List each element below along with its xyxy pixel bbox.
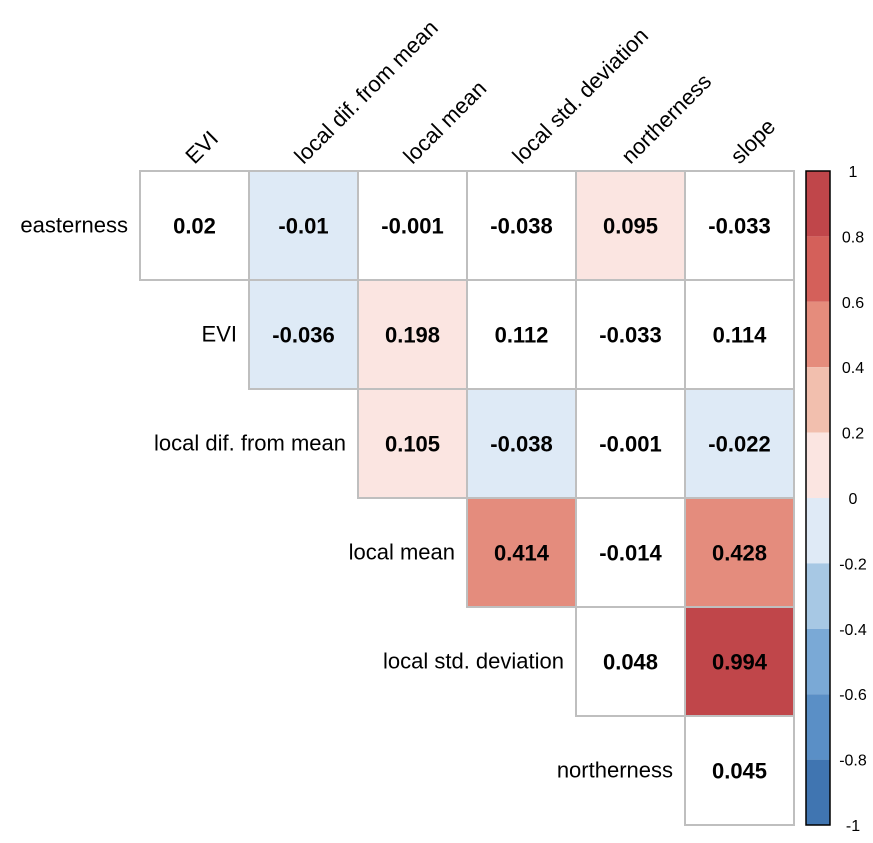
row-label: local dif. from mean bbox=[154, 431, 346, 456]
cell-value-label: -0.001 bbox=[599, 432, 661, 457]
colorbar-tick-label: 0.6 bbox=[842, 295, 864, 312]
heatmap-cell bbox=[357, 388, 468, 499]
cell-value-label: -0.033 bbox=[708, 214, 770, 239]
colorbar-tick-label: 1 bbox=[849, 164, 858, 181]
colorbar-bin bbox=[806, 498, 830, 564]
heatmap-cell bbox=[139, 170, 250, 281]
row-label: easterness bbox=[20, 213, 128, 238]
cell-value-label: -0.038 bbox=[490, 432, 552, 457]
colorbar-bin bbox=[806, 628, 830, 695]
cell-value-label: 0.198 bbox=[385, 323, 440, 348]
colorbar-bin bbox=[806, 563, 830, 629]
heatmap-cell bbox=[684, 279, 795, 390]
cell-value-label: -0.038 bbox=[490, 214, 552, 239]
heatmap-cell bbox=[684, 170, 795, 281]
colorbar-bin bbox=[806, 694, 830, 760]
colorbar-bin bbox=[806, 432, 830, 498]
colorbar-labels: 1 0.8 0.6 0.4 0.2 0 -0.2 -0.4 -0.6 -0.8 -1 bbox=[839, 164, 867, 835]
column-label: northerness bbox=[616, 69, 716, 169]
colorbar bbox=[805, 170, 831, 826]
cell-value-label: 0.428 bbox=[712, 541, 767, 566]
cell-value-label: 0.02 bbox=[173, 214, 216, 239]
colorbar-tick-label: 0 bbox=[849, 491, 858, 508]
row-label: local mean bbox=[349, 540, 455, 565]
colorbar-bin bbox=[806, 171, 830, 237]
heatmap-cell bbox=[575, 388, 686, 499]
cell-value-label: 0.994 bbox=[712, 650, 768, 675]
heatmap-cell bbox=[684, 497, 795, 608]
heatmap-cell bbox=[575, 279, 686, 390]
cell-value-label: 0.048 bbox=[603, 650, 658, 675]
colorbar-tick-label: 0.4 bbox=[842, 360, 864, 377]
heatmap-cells bbox=[139, 170, 795, 826]
colorbar-tick-label: -0.8 bbox=[839, 753, 867, 770]
cell-value-label: 0.105 bbox=[385, 432, 440, 457]
colorbar-bin bbox=[806, 367, 830, 433]
colorbar-bin bbox=[806, 301, 830, 368]
row-label: local std. deviation bbox=[383, 649, 564, 674]
heatmap-cell bbox=[248, 279, 359, 390]
heatmap-cell-labels: 0.02 -0.01 -0.001 -0.038 0.095 -0.033 -0.036 0.… bbox=[173, 214, 771, 784]
cell-value-label: -0.01 bbox=[278, 214, 328, 239]
cell-value-label: 0.112 bbox=[495, 323, 549, 348]
cell-value-label: -0.022 bbox=[708, 432, 770, 457]
colorbar-frame bbox=[805, 170, 831, 826]
heatmap-cell bbox=[684, 715, 795, 826]
heatmap-cell bbox=[684, 606, 795, 717]
cell-value-label: -0.014 bbox=[599, 541, 662, 566]
cell-value-label: 0.114 bbox=[713, 323, 768, 348]
cell-value-label: -0.033 bbox=[599, 323, 661, 348]
colorbar-tick-label: 0.8 bbox=[842, 229, 864, 246]
cell-value-label: -0.001 bbox=[381, 214, 443, 239]
heatmap-cell bbox=[575, 606, 686, 717]
column-label: EVI bbox=[180, 126, 223, 169]
colorbar-bin bbox=[806, 759, 830, 825]
colorbar-tick-label: -0.2 bbox=[839, 556, 867, 573]
row-label: EVI bbox=[202, 322, 237, 347]
row-label: northerness bbox=[557, 758, 673, 783]
cell-value-label: 0.095 bbox=[603, 214, 658, 239]
heatmap-cell bbox=[357, 279, 468, 390]
heatmap-cell bbox=[357, 170, 468, 281]
cell-value-label: 0.045 bbox=[712, 759, 767, 784]
colorbar-bin bbox=[806, 236, 830, 302]
row-labels: easterness EVI local dif. from mean local m… bbox=[20, 213, 673, 783]
heatmap-cell bbox=[466, 497, 577, 608]
cell-value-label: 0.414 bbox=[494, 541, 550, 566]
column-label: local mean bbox=[398, 76, 491, 169]
colorbar-tick-label: 0.2 bbox=[842, 426, 864, 443]
cell-value-label: -0.036 bbox=[272, 323, 334, 348]
colorbar-tick-label: -0.6 bbox=[839, 687, 867, 704]
colorbar-tick-label: -1 bbox=[846, 818, 860, 835]
heatmap-cell bbox=[248, 170, 359, 281]
heatmap-cell bbox=[575, 497, 686, 608]
column-label: slope bbox=[725, 114, 780, 169]
colorbar-tick-label: -0.4 bbox=[839, 622, 867, 639]
